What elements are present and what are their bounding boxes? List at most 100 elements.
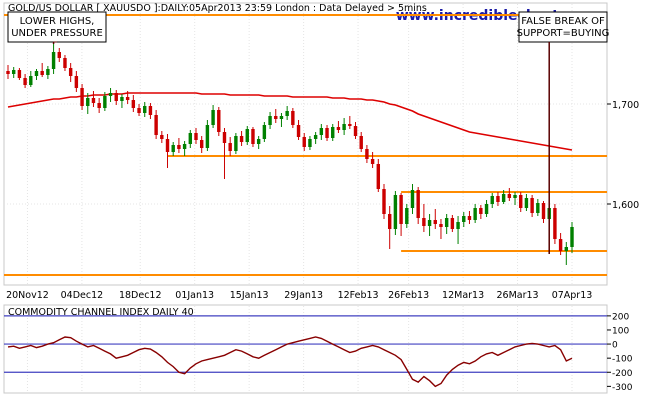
candle-body xyxy=(570,227,574,247)
candle-body xyxy=(80,88,84,106)
candle-body xyxy=(239,136,244,142)
x-tick-label: 26Mar13 xyxy=(496,290,538,301)
candle-body xyxy=(199,140,204,148)
candle xyxy=(524,194,529,211)
cci-y-tick-label: 200 xyxy=(612,312,629,322)
candle xyxy=(177,138,181,153)
candle-body xyxy=(131,100,136,108)
candle-body xyxy=(103,96,107,108)
candle-body xyxy=(399,195,403,224)
annotation-text: LOWER HIGHS, xyxy=(20,16,95,27)
candle xyxy=(228,137,232,156)
candle-body xyxy=(137,108,141,113)
candle xyxy=(199,136,204,153)
candle xyxy=(57,48,61,62)
candle xyxy=(296,120,301,140)
candle xyxy=(319,124,324,140)
candle-body xyxy=(188,133,193,144)
cci-line xyxy=(7,336,573,388)
candle xyxy=(410,184,415,214)
candle-body xyxy=(433,220,437,224)
candle xyxy=(74,71,79,92)
candle xyxy=(285,106,289,120)
candle xyxy=(370,152,375,168)
candle xyxy=(108,88,113,102)
cci-y-tick-label: 0 xyxy=(612,341,618,351)
candle-body xyxy=(387,214,392,229)
candle xyxy=(279,113,284,127)
candle xyxy=(143,102,147,117)
candle-body xyxy=(336,127,341,130)
x-tick-label: 18Dec12 xyxy=(119,290,162,301)
candle xyxy=(131,95,136,112)
candle-body xyxy=(51,52,56,69)
candle-body xyxy=(422,218,426,226)
candle xyxy=(86,93,90,114)
candle xyxy=(530,195,534,217)
candle-body xyxy=(479,208,483,214)
candle-body xyxy=(444,218,449,227)
candle xyxy=(63,55,67,71)
candle-body xyxy=(462,216,466,222)
candle xyxy=(331,124,335,141)
x-tick-label: 20Nov12 xyxy=(6,290,49,301)
candle-body xyxy=(165,139,170,152)
candle-body xyxy=(467,216,472,220)
candle xyxy=(268,112,272,129)
candle-body xyxy=(251,129,255,144)
annotation-text: FALSE BREAK OF xyxy=(521,16,605,27)
candle-body xyxy=(46,69,50,75)
candle xyxy=(416,187,420,224)
candle-body xyxy=(416,190,420,218)
candle xyxy=(387,206,392,249)
candle xyxy=(29,71,33,87)
candle xyxy=(325,125,329,141)
candle xyxy=(211,105,215,128)
candle-body xyxy=(530,198,534,213)
candle xyxy=(125,91,130,104)
cci-reference-lines xyxy=(4,315,607,373)
callouts-layer: LOWER HIGHS,UNDER PRESSURE FALSE BREAK OF… xyxy=(7,11,610,254)
candle-body xyxy=(228,143,232,151)
candle xyxy=(473,204,477,223)
candle-body xyxy=(23,78,27,85)
candle xyxy=(444,214,449,234)
candle xyxy=(359,132,363,152)
candle-body xyxy=(57,52,61,58)
main-y-axis: 1,700 1,600 xyxy=(607,100,639,211)
candle xyxy=(462,212,466,227)
candle-body xyxy=(524,198,529,208)
candle xyxy=(80,84,84,110)
candle-body xyxy=(484,204,489,214)
candle-body xyxy=(302,137,306,147)
candle-body xyxy=(143,106,147,113)
candle xyxy=(342,118,346,135)
candle-body xyxy=(359,136,363,149)
candle-body xyxy=(319,128,324,135)
candle xyxy=(262,122,267,142)
x-tick-label: 07Apr13 xyxy=(552,290,593,301)
candle xyxy=(496,192,500,206)
candle-body xyxy=(274,116,278,119)
candle-body xyxy=(125,97,130,100)
annotation-lower-highs: LOWER HIGHS,UNDER PRESSURE xyxy=(7,11,107,44)
candle xyxy=(120,94,124,108)
candle xyxy=(11,67,16,78)
candle-body xyxy=(507,194,512,198)
candle-body xyxy=(439,224,443,227)
annotation-box xyxy=(518,11,608,43)
candle xyxy=(456,216,460,244)
candle-body xyxy=(11,70,16,74)
candle-body xyxy=(97,103,101,108)
candle-body xyxy=(177,145,181,149)
candle-body xyxy=(382,189,386,214)
candle-body xyxy=(182,144,187,149)
candle-body xyxy=(63,58,67,68)
annotation-text: SUPPORT=BUYING xyxy=(517,28,610,39)
cci-line-layer xyxy=(7,336,573,388)
candle-body xyxy=(342,124,346,130)
candle-body xyxy=(558,239,563,251)
x-axis: 20Nov12 04Dec12 18Dec12 01Jan13 15Jan13 29Jan… xyxy=(6,290,592,301)
